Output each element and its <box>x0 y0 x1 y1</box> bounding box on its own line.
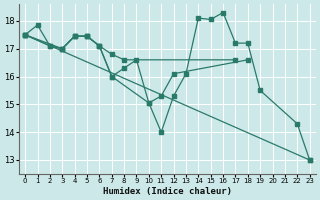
X-axis label: Humidex (Indice chaleur): Humidex (Indice chaleur) <box>103 187 232 196</box>
